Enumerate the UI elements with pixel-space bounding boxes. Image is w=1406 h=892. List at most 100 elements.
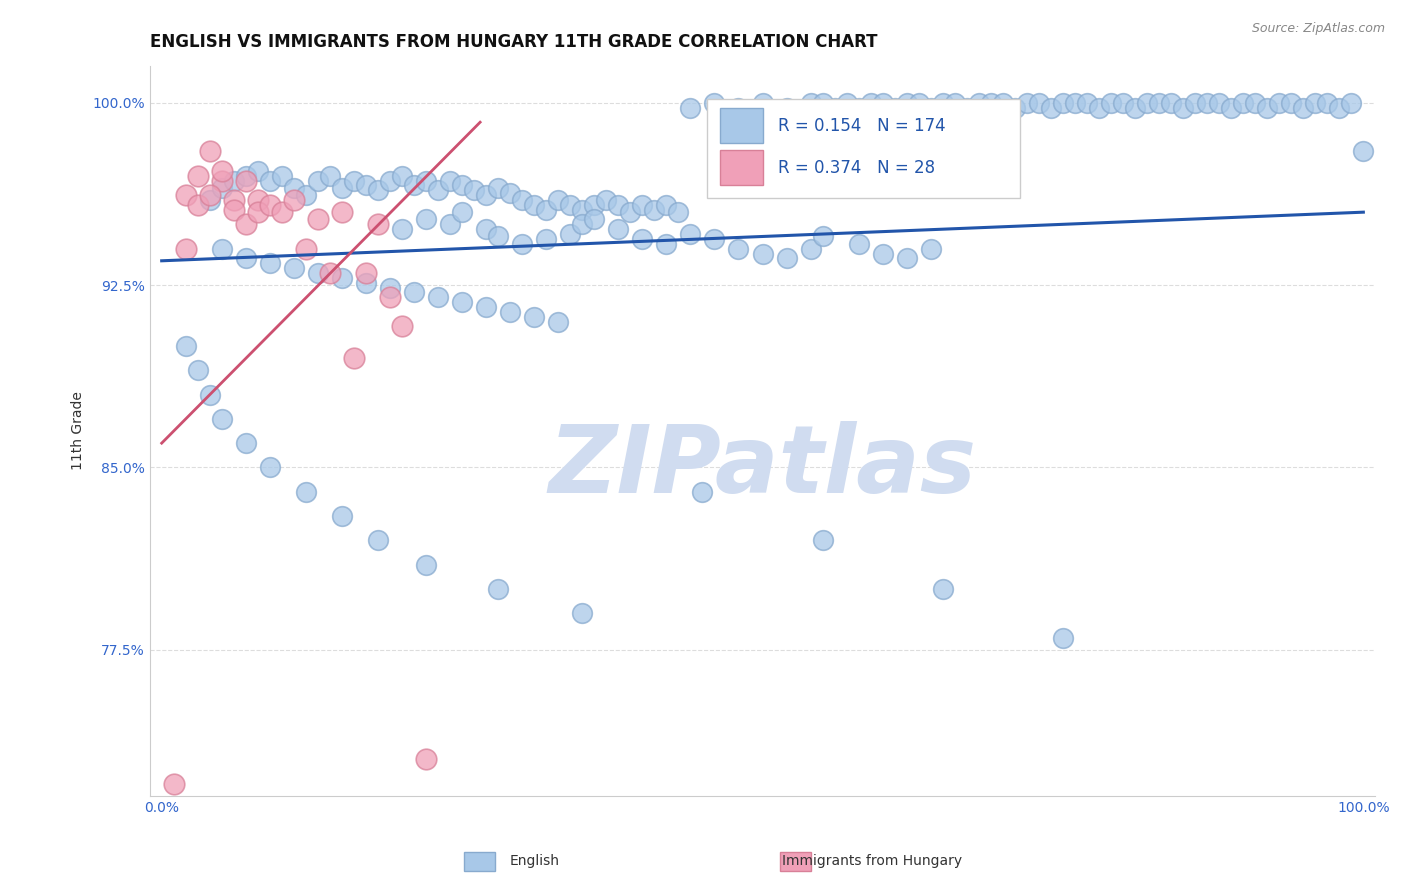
Point [211,164,233,178]
Point [1244,95,1267,110]
Point [692,484,714,499]
Point [1076,95,1098,110]
Point [307,266,329,280]
Point [668,205,690,219]
Point [235,169,257,183]
Point [800,242,823,256]
Point [943,95,966,110]
Point [211,242,233,256]
Point [270,205,292,219]
Point [811,229,834,244]
Point [174,242,197,256]
Point [295,188,318,202]
FancyBboxPatch shape [780,852,811,871]
Point [259,173,281,187]
Point [510,193,533,207]
Point [499,305,522,319]
Point [307,212,329,227]
FancyBboxPatch shape [707,99,1019,198]
Point [607,222,630,236]
Point [991,95,1014,110]
Point [1160,95,1182,110]
Point [872,246,894,260]
FancyBboxPatch shape [720,108,762,143]
Point [222,193,245,207]
Point [259,460,281,475]
Point [451,178,474,193]
Point [174,339,197,353]
Point [835,95,858,110]
Point [1208,95,1230,110]
Point [607,198,630,212]
Point [631,198,654,212]
Point [451,205,474,219]
Point [679,101,702,115]
Point [1052,631,1074,645]
Point [1329,101,1351,115]
Point [235,173,257,187]
Point [883,101,905,115]
Point [451,295,474,310]
Point [319,169,342,183]
Point [523,198,546,212]
Point [211,412,233,426]
Point [319,266,342,280]
Point [848,236,870,251]
Point [211,173,233,187]
Point [560,227,582,241]
Point [367,217,389,231]
Point [486,582,509,596]
Text: ENGLISH VS IMMIGRANTS FROM HUNGARY 11TH GRADE CORRELATION CHART: ENGLISH VS IMMIGRANTS FROM HUNGARY 11TH … [149,33,877,51]
Point [920,242,942,256]
Point [1279,95,1302,110]
Point [415,212,437,227]
Point [619,205,641,219]
Point [330,509,353,524]
Point [1303,95,1326,110]
Point [859,95,882,110]
Point [1136,95,1159,110]
Point [354,178,377,193]
Point [402,285,425,300]
Point [391,222,413,236]
FancyBboxPatch shape [464,852,495,871]
Point [547,193,569,207]
Point [367,533,389,548]
Point [211,181,233,195]
Point [475,300,498,314]
Point [1112,95,1135,110]
Point [499,186,522,200]
Point [848,101,870,115]
Point [330,270,353,285]
Point [415,752,437,766]
Point [295,242,318,256]
Point [259,198,281,212]
Point [1220,101,1243,115]
Point [1256,101,1278,115]
Point [1268,95,1291,110]
Point [246,164,269,178]
Point [222,202,245,217]
Point [703,232,725,246]
Point [343,173,366,187]
Point [534,202,557,217]
Point [775,252,797,266]
Point [571,217,593,231]
Point [246,193,269,207]
Point [427,183,450,197]
Point [980,95,1002,110]
Point [270,169,292,183]
Point [1197,95,1219,110]
Point [751,95,773,110]
Point [643,202,665,217]
Point [932,582,955,596]
Point [330,181,353,195]
Point [1099,95,1122,110]
Point [583,198,606,212]
Point [775,101,797,115]
Point [378,280,401,294]
Point [1088,101,1111,115]
Point [811,533,834,548]
Point [800,95,823,110]
Point [235,436,257,450]
